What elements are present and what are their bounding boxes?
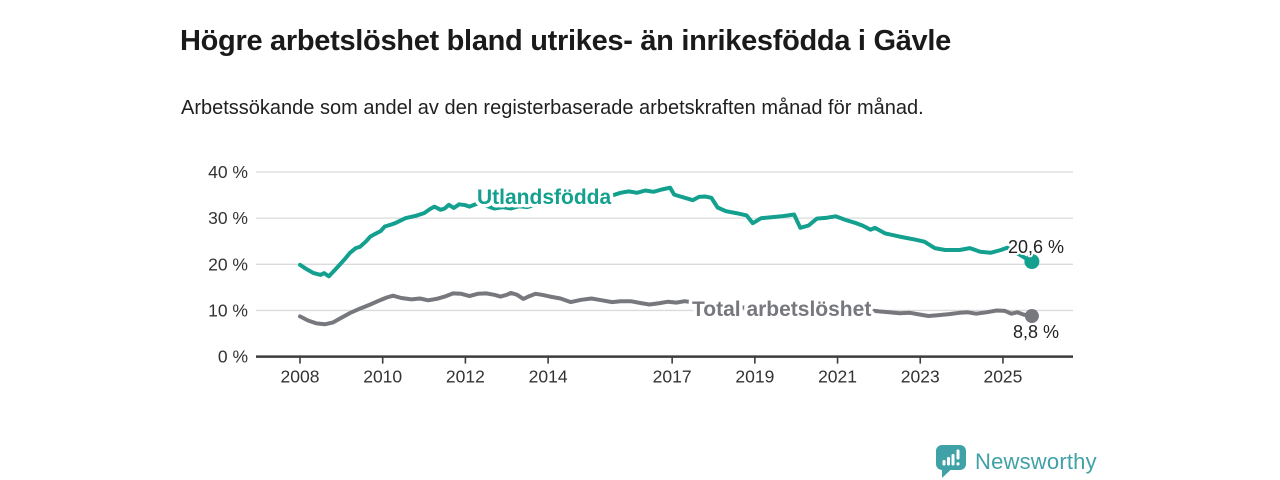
x-axis-tick-label: 2021 — [818, 367, 857, 387]
y-axis-tick-label: 40 % — [208, 162, 248, 182]
end-value-label-total: 8,8 % — [1013, 322, 1059, 342]
y-axis-tick-label: 30 % — [208, 208, 248, 228]
end-value-label-utlandsfodda: 20,6 % — [1008, 237, 1064, 257]
axes: 0 % 10 % 20 % 30 % 40 % 2008 2010 2012 2014 2017 2… — [208, 162, 1073, 387]
gridlines — [256, 171, 1073, 312]
y-axis-tick-label: 0 % — [218, 347, 248, 367]
series-line-total — [298, 290, 1034, 327]
chart-subtitle: Arbetssökande som andel av den registerb… — [181, 97, 924, 119]
end-dot-utlandsfodda — [1024, 254, 1040, 270]
bar-chart-glyph — [942, 449, 960, 466]
x-axis-tick-label: 2019 — [735, 367, 774, 387]
y-axis-tick-label: 10 % — [208, 300, 248, 320]
exclamation-dot — [956, 462, 960, 466]
x-axis-tick-label: 2014 — [529, 367, 568, 387]
series-lines — [298, 185, 1034, 327]
series-line-utlandsfodda — [298, 185, 1034, 279]
end-dots — [1024, 254, 1040, 323]
newsworthy-logo-text: Newsworthy — [975, 448, 1097, 474]
end-dot-total — [1024, 308, 1039, 323]
chart-title: Högre arbetslöshet bland utrikes- än inr… — [180, 25, 951, 58]
newsworthy-logo: Newsworthy — [936, 445, 1097, 478]
y-axis-tick-label: 20 % — [208, 254, 248, 274]
newsworthy-logo-icon — [936, 445, 966, 478]
series-label-total-arbetsloshet: Total arbetslöshet — [692, 298, 871, 321]
x-axis-tick-label: 2010 — [363, 367, 402, 387]
x-axis-tick-label: 2012 — [446, 367, 485, 387]
speech-bubble-shape — [936, 445, 966, 478]
x-axis-tick-label: 2023 — [901, 367, 940, 387]
x-axis-tick-label: 2008 — [281, 367, 320, 387]
exclamation-bar — [956, 449, 960, 460]
x-axis-tick-label: 2025 — [983, 367, 1022, 387]
series-label-utlandsfodda: Utlandsfödda — [477, 186, 611, 209]
x-axis-tick-label: 2017 — [653, 367, 692, 387]
